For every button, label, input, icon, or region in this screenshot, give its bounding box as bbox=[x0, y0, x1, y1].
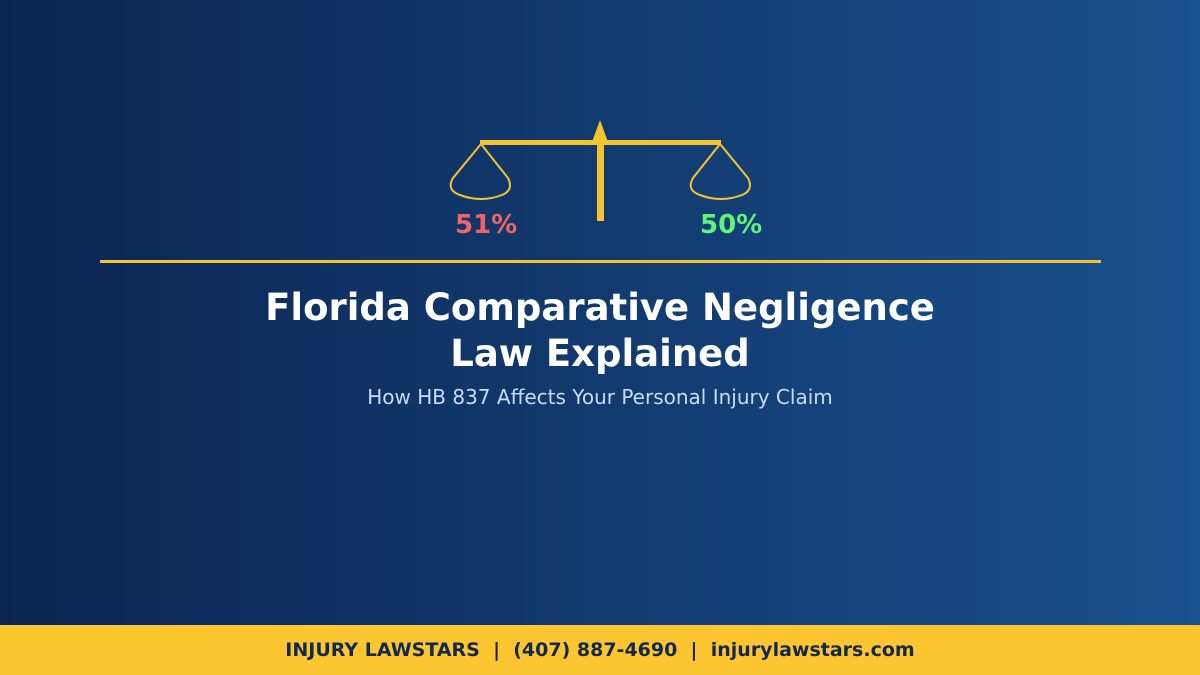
title-line-2: Law Explained bbox=[450, 332, 750, 375]
phone-number: (407) 887-4690 bbox=[513, 639, 678, 661]
scales-of-justice-icon bbox=[449, 120, 751, 221]
scale-post bbox=[597, 140, 604, 221]
right-pan bbox=[689, 142, 751, 200]
subtitle: How HB 837 Affects Your Personal Injury … bbox=[367, 385, 833, 409]
website: injurylawstars.com bbox=[710, 639, 915, 661]
separator: | bbox=[677, 639, 711, 661]
separator: | bbox=[479, 639, 514, 661]
right-percentage: 50% bbox=[700, 210, 763, 240]
left-pan bbox=[449, 142, 511, 200]
left-percentage: 51% bbox=[455, 210, 518, 240]
page-title: Florida Comparative Negligence Law Expla… bbox=[0, 285, 1200, 377]
scale-pointer bbox=[592, 120, 608, 142]
firm-name: INJURY LAWSTARS bbox=[285, 639, 480, 661]
footer-bar: INJURY LAWSTARS | (407) 887-4690 | injur… bbox=[0, 625, 1200, 675]
divider bbox=[100, 260, 1101, 263]
title-line-1: Florida Comparative Negligence bbox=[265, 286, 935, 329]
